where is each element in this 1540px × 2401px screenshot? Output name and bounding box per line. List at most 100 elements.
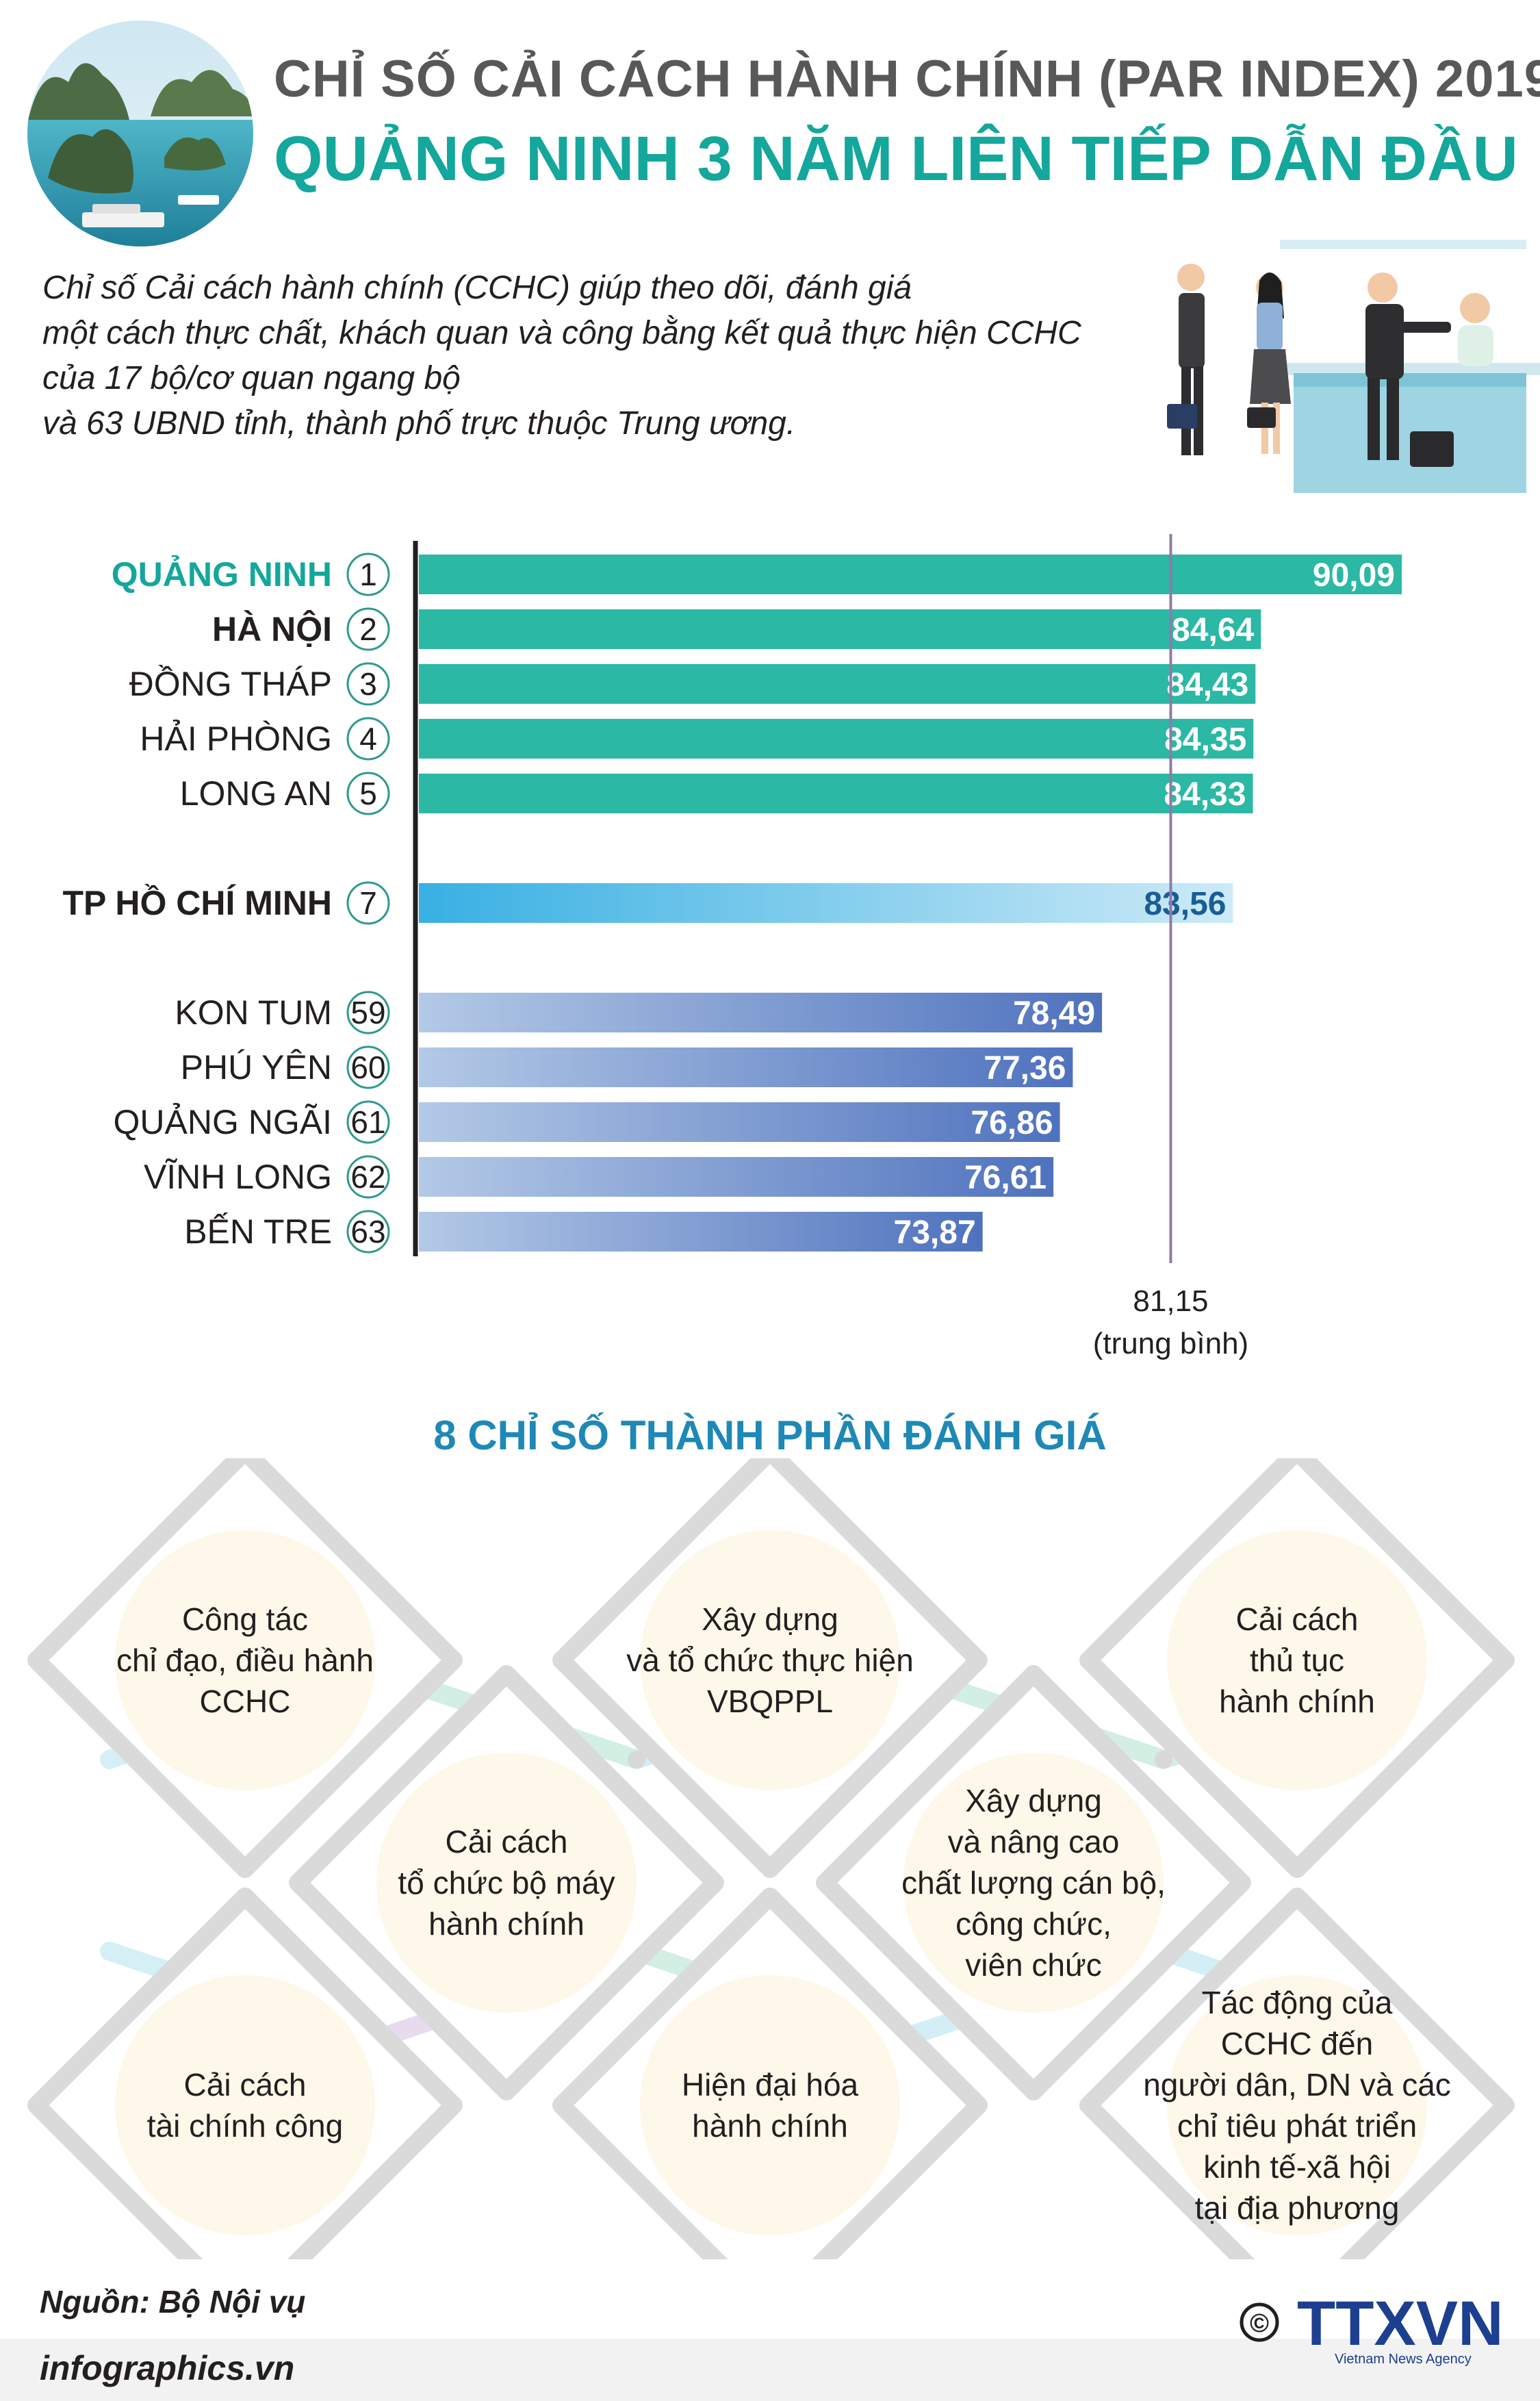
rank-label: 5 <box>359 776 377 811</box>
category-label: HÀ NỘI <box>212 609 332 648</box>
rank-label: 60 <box>350 1050 385 1085</box>
average-sublabel: (trung bình) <box>1093 1327 1248 1360</box>
component-label-line: hành chính <box>692 2108 848 2144</box>
intro-line: Chỉ số Cải cách hành chính (CCHC) giúp t… <box>42 270 912 306</box>
component-glow <box>115 1530 375 1790</box>
component-label-line: tổ chức bộ máy <box>398 1865 615 1901</box>
rank-label: 63 <box>350 1214 385 1249</box>
component-label-line: và nâng cao <box>948 1824 1120 1859</box>
category-label: ĐỒNG THÁP <box>129 665 332 703</box>
logo-wordmark: TTXVN <box>1297 2289 1504 2359</box>
component-label-line: Xây dựng <box>965 1783 1102 1818</box>
component-glow <box>1167 1530 1427 1790</box>
rank-badge <box>346 552 390 596</box>
component-label-line: Cải cách <box>1236 1601 1359 1637</box>
rank-badge <box>346 991 390 1034</box>
bar-value-label: 76,86 <box>971 1105 1053 1141</box>
intro-line: và 63 UBND tỉnh, thành phố trực thuộc Tr… <box>42 405 796 442</box>
ttxvn-logo: © TTXVN Vietnam News Agency <box>1232 2287 1519 2389</box>
component-label-line: CCHC đến <box>1221 2026 1373 2061</box>
component-label-line: thủ tục <box>1250 1642 1344 1678</box>
rank-badge <box>346 662 390 706</box>
rank-badge <box>346 1155 390 1199</box>
bar-value-label: 77,36 <box>984 1050 1066 1087</box>
source-note: Nguồn: Bộ Nội vụ <box>40 2284 306 2320</box>
rank-badge <box>346 1045 390 1089</box>
component-label-line: Xây dựng <box>702 1601 838 1637</box>
bar-5 <box>419 774 1253 813</box>
component-label-line: hành chính <box>428 1906 585 1942</box>
bar-8 <box>419 1047 1073 1087</box>
bar-value-label: 84,43 <box>1166 667 1248 703</box>
component-label-line: VBQPPL <box>707 1684 833 1719</box>
intro-line: một cách thực chất, khách quan và công b… <box>42 315 1081 351</box>
components-diagram: Công tác chỉ đạo, điều hành CCHC Xây dựng và… <box>0 1443 1540 2323</box>
rank-badge <box>346 772 390 815</box>
category-label: PHÚ YÊN <box>181 1048 332 1087</box>
component-label-line: chỉ đạo, điều hành <box>116 1642 374 1678</box>
bar-value-label: 83,56 <box>1144 886 1226 922</box>
rank-label: 1 <box>359 557 377 592</box>
site-link[interactable]: infographics.vn <box>40 2349 295 2387</box>
component-label-line: Cải cách <box>184 2067 307 2103</box>
category-label: VĨNH LONG <box>144 1158 332 1196</box>
par-index-chart: 90,09 1 QUẢNG NINH 84,64 2 HÀ NỘI 84,43 3 ĐỒNG T… <box>0 520 1540 1369</box>
bar-value-label: 73,87 <box>894 1215 976 1251</box>
component-label-line: Cải cách <box>446 1824 568 1859</box>
component-label-line: viên chức <box>965 1947 1102 1983</box>
component-glow <box>640 1530 900 1790</box>
rank-badge <box>346 1100 390 1144</box>
rank-label: 2 <box>359 611 377 647</box>
par-index-bar-chart: 90,09 1 QUẢNG NINH 84,64 2 HÀ NỘI 84,43 3 ĐỒNG T… <box>62 534 1402 1360</box>
rank-label: 7 <box>359 885 377 921</box>
component-label-line: chất lượng cán bộ, <box>901 1865 1166 1901</box>
component-label-line: tại địa phương <box>1195 2190 1400 2226</box>
bar-2 <box>419 609 1261 649</box>
bar-6 <box>419 883 1233 923</box>
component-label-line: công chức, <box>955 1906 1112 1942</box>
bar-value-label: 90,09 <box>1313 557 1395 594</box>
component-label-line: chỉ tiêu phát triển <box>1177 2108 1417 2144</box>
page-title: CHỈ SỐ CẢI CÁCH HÀNH CHÍNH (PAR INDEX) 2… <box>274 50 1540 108</box>
component-glow <box>903 1753 1164 2013</box>
bar-value-label: 84,64 <box>1172 612 1254 648</box>
bar-3 <box>419 664 1256 704</box>
people-illustration <box>1122 226 1540 513</box>
component-label-line: Hiện đại hóa <box>682 2067 859 2103</box>
copyright-symbol: © <box>1250 2309 1269 2338</box>
component-label-line: tài chính công <box>147 2108 343 2144</box>
rank-badge <box>346 1210 390 1254</box>
category-label: TP HỒ CHÍ MINH <box>62 884 332 922</box>
component-label-line: hành chính <box>1219 1684 1375 1719</box>
bar-10 <box>419 1157 1054 1197</box>
bar-value-label: 78,49 <box>1013 995 1095 1032</box>
category-label: BẾN TRE <box>184 1212 332 1251</box>
category-label: QUẢNG NGÃI <box>114 1103 332 1141</box>
rank-badge <box>346 881 390 925</box>
component-label-line: CCHC <box>200 1684 291 1719</box>
rank-badge <box>346 607 390 651</box>
rank-label: 61 <box>350 1104 385 1140</box>
category-label: QUẢNG NINH <box>112 555 332 594</box>
component-glow <box>1167 1975 1427 2235</box>
intro-line: của 17 bộ/cơ quan ngang bộ <box>42 360 461 396</box>
logo-subtext: Vietnam News Agency <box>1335 2352 1472 2367</box>
rank-label: 3 <box>359 666 377 702</box>
bar-7 <box>419 993 1103 1032</box>
component-label-line: người dân, DN và các <box>1143 2067 1451 2103</box>
component-glow <box>640 1975 900 2235</box>
intro-text: Chỉ số Cải cách hành chính (CCHC) giúp t… <box>42 266 1110 446</box>
component-label-line: Công tác <box>182 1601 308 1637</box>
component-label-line: Tác động của <box>1202 1985 1393 2020</box>
bar-value-label: 84,33 <box>1164 776 1246 813</box>
bar-9 <box>419 1102 1060 1142</box>
rank-label: 59 <box>350 995 385 1030</box>
rank-badge <box>346 717 390 761</box>
component-label-line: và tổ chức thực hiện <box>626 1642 914 1678</box>
category-label: LONG AN <box>180 774 332 813</box>
footer-band <box>0 2339 1540 2401</box>
header-photo <box>27 21 253 246</box>
bar-4 <box>419 719 1254 759</box>
bar-value-label: 76,61 <box>964 1160 1047 1196</box>
average-value-label: 81,15 <box>1133 1284 1208 1318</box>
